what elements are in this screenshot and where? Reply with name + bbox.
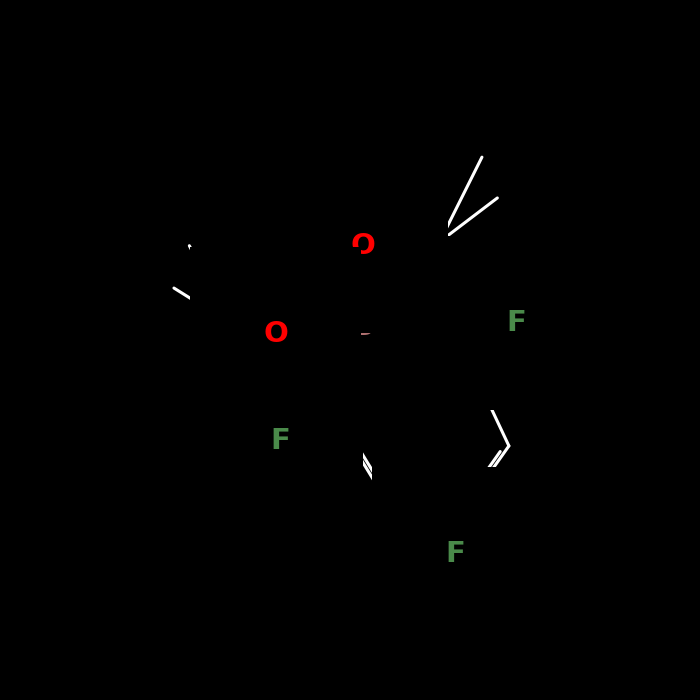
Text: F: F — [445, 540, 465, 568]
Text: O: O — [263, 321, 288, 349]
Text: B: B — [351, 312, 374, 341]
Text: F: F — [270, 426, 290, 454]
Text: O: O — [350, 232, 375, 260]
Text: F: F — [507, 309, 526, 337]
